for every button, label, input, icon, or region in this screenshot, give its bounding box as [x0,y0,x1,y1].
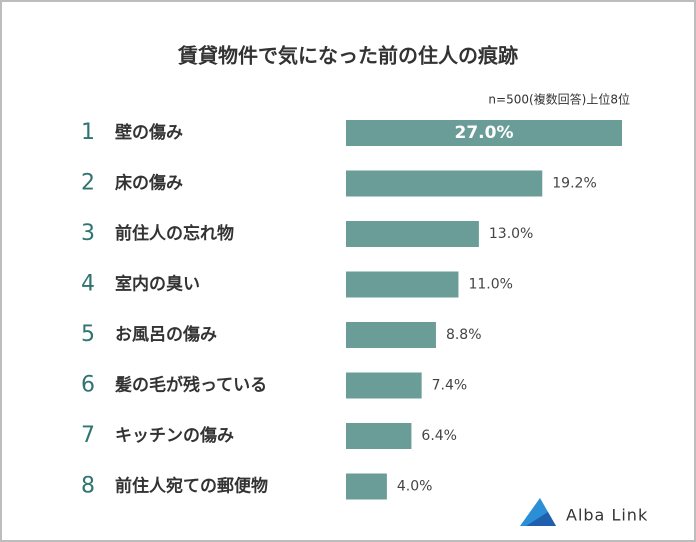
value-label: 8.8% [446,327,482,343]
value-label: 11.0% [468,277,512,293]
value-label: 6.4% [421,428,457,444]
rank-label: 2 [81,171,95,196]
value-label: 13.0% [489,226,533,242]
value-label: 27.0% [455,123,514,143]
bar [346,372,422,399]
rank-label: 5 [81,322,95,347]
category-label: 前住人宛ての郵便物 [115,476,268,497]
category-label: 壁の傷み [115,122,183,143]
value-label: 19.2% [552,176,596,192]
bar [346,322,436,348]
category-label: お風呂の傷み [115,324,217,345]
bar [346,221,479,247]
rank-label: 6 [81,373,95,398]
rank-label: 7 [81,423,95,448]
category-label: 髪の毛が残っている [114,375,267,396]
bar [346,120,622,146]
value-label: 7.4% [432,378,468,394]
rank-label: 4 [81,272,95,297]
bar [346,170,543,197]
value-label: 4.0% [397,479,433,495]
logo-icon [520,498,556,526]
rank-label: 8 [81,474,95,499]
bar [346,423,412,449]
category-label: キッチンの傷み [115,425,234,446]
chart-title: 賃貸物件で気になった前の住人の痕跡 [177,44,518,68]
category-label: 室内の臭い [115,274,200,295]
rank-label: 3 [81,221,95,246]
category-label: 前住人の忘れ物 [115,223,234,244]
bar [346,271,459,298]
rank-label: 1 [81,120,95,145]
bar [346,473,387,500]
logo-text: Alba Link [566,506,648,525]
category-label: 床の傷み [115,173,183,194]
chart-subtitle: n=500(複数回答)上位8位 [488,92,630,107]
